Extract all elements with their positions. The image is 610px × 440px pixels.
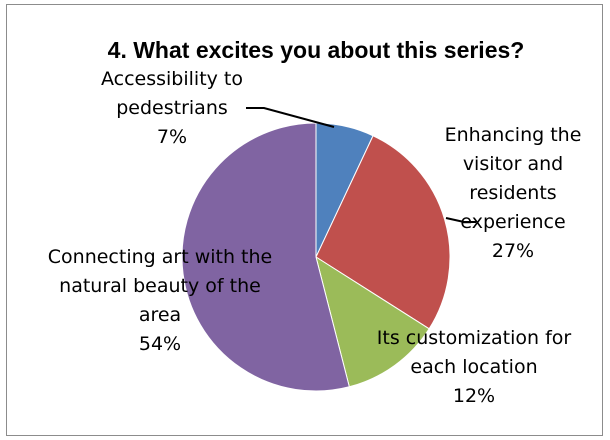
slice-label-line: residents	[469, 182, 556, 204]
slice-percent-label: 54%	[139, 333, 181, 355]
slice-labels: Accessibility to pedestrians 7% Enhancing t…	[48, 68, 582, 407]
slice-label-4: Connecting art with the natural beauty of…	[48, 246, 272, 355]
pie-slice-4	[181, 122, 350, 392]
slice-label-line: visitor and	[463, 153, 563, 175]
pie-slice-2	[315, 135, 451, 330]
slice-label-2: Enhancing the visitor and residents experie…	[445, 124, 582, 262]
slice-label-1: Accessibility to pedestrians 7%	[101, 68, 243, 148]
leader-line-2	[445, 217, 476, 223]
slice-percent-label: 7%	[157, 126, 187, 148]
slice-percent-label: 27%	[492, 240, 534, 262]
slice-label-line: Enhancing the	[445, 124, 582, 146]
slice-label-line: each location	[410, 356, 537, 378]
slice-label-line: Connecting art with the	[48, 246, 272, 268]
slice-label-line: pedestrians	[116, 97, 228, 119]
leader-lines	[246, 107, 476, 223]
slice-percent-label: 12%	[453, 385, 495, 407]
leader-line-1	[246, 107, 335, 128]
slice-label-line: experience	[460, 211, 565, 233]
pie-slice-3	[315, 255, 430, 388]
chart-title: 4. What excites you about this series?	[108, 37, 525, 63]
slice-label-line: area	[139, 304, 181, 326]
slice-label-line: natural beauty of the	[59, 275, 261, 297]
slice-label-line: Accessibility to	[101, 68, 243, 90]
slice-label-3: Its customization for each location 12%	[377, 327, 572, 407]
pie-slices	[181, 122, 451, 392]
slice-label-line: Its customization for	[377, 327, 572, 349]
